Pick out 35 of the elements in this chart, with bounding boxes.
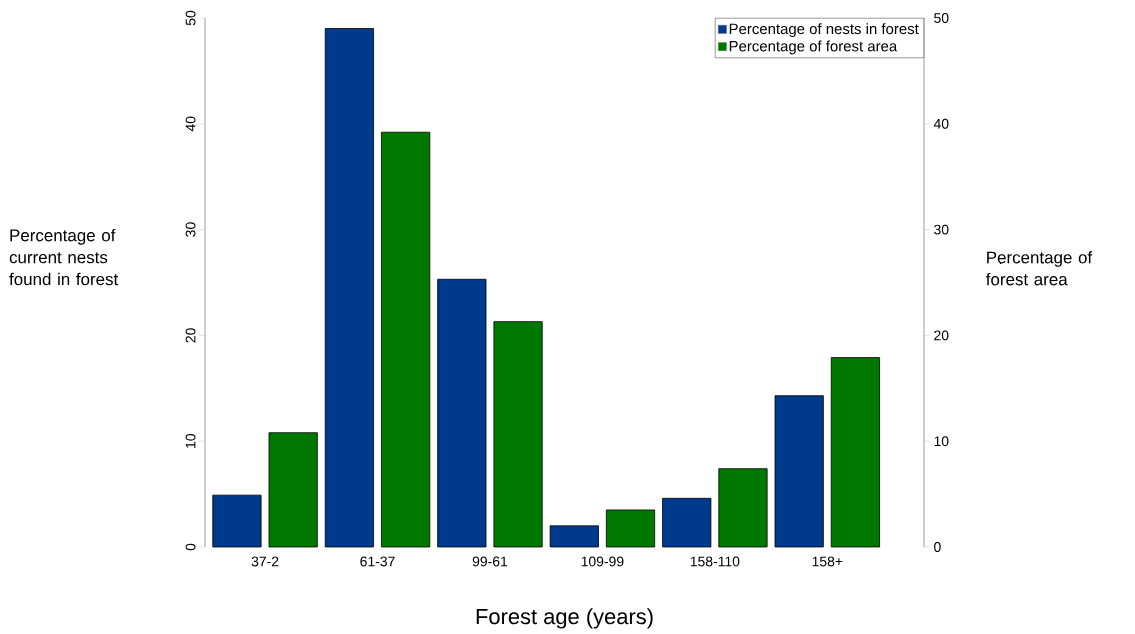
x-tick-label: 109-99 <box>581 556 624 567</box>
y2-tick-label: 30 <box>934 224 949 235</box>
legend-label: Percentage of nests in forest <box>729 23 919 38</box>
legend-label: Percentage of forest area <box>729 40 898 55</box>
bar <box>493 321 543 548</box>
y2-axis-title: Percentage of forest area <box>986 251 1093 286</box>
bar <box>437 278 487 548</box>
bar <box>549 525 599 548</box>
bar <box>212 494 262 548</box>
bar <box>662 497 712 548</box>
bar <box>268 432 318 548</box>
x-tick-label: 158-110 <box>690 556 740 567</box>
bar <box>718 468 768 548</box>
x-tick-label: 99-61 <box>472 556 508 567</box>
y-tick-label: 50 <box>185 10 196 26</box>
x-axis-title: Forest age (years) <box>476 608 653 629</box>
bar <box>774 395 824 548</box>
bar <box>381 131 431 548</box>
y-tick-label: 10 <box>185 433 196 448</box>
y2-tick-label: 20 <box>934 330 949 341</box>
x-tick-label: 61-37 <box>360 556 395 567</box>
bar <box>324 28 374 548</box>
y2-tick-label: 50 <box>934 13 949 23</box>
y-tick-label: 30 <box>185 222 196 237</box>
bar <box>605 509 656 548</box>
x-tick-label: 158+ <box>812 556 843 567</box>
y-axis-title: Percentage of current nests found in forest <box>9 228 119 286</box>
y-tick-label: 40 <box>185 116 196 132</box>
y2-tick-label: 0 <box>934 542 941 552</box>
y-tick-label: 0 <box>185 543 196 551</box>
bar <box>830 357 880 548</box>
y2-tick-label: 10 <box>934 436 949 447</box>
x-tick-label: 37-2 <box>251 556 279 567</box>
y2-tick-label: 40 <box>933 118 949 129</box>
y-tick-label: 20 <box>185 328 196 343</box>
